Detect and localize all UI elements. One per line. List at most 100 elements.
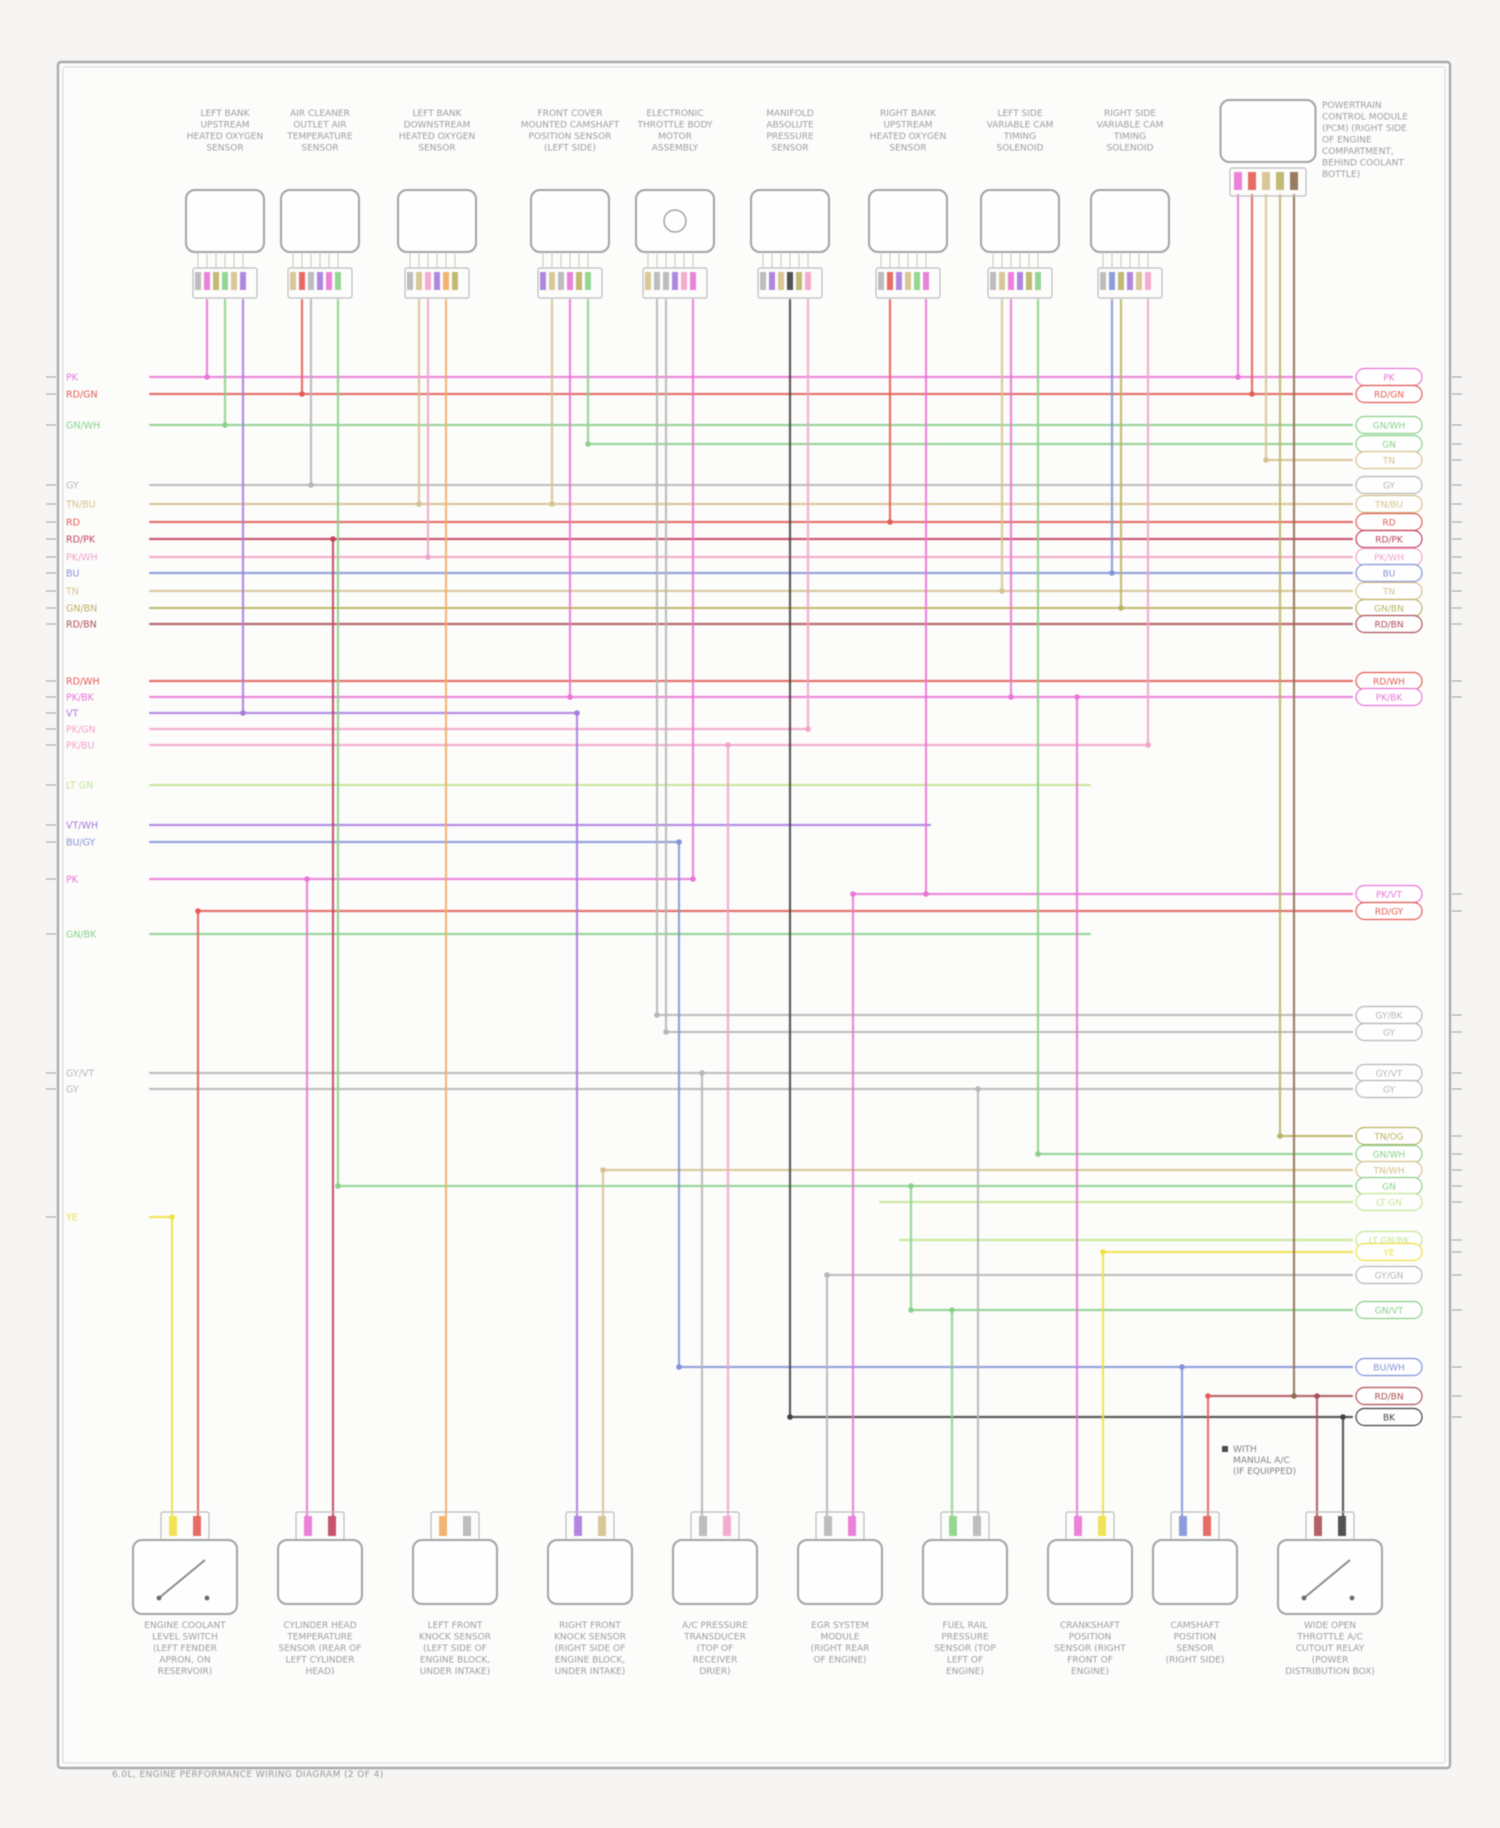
wire-right-label: PK	[1383, 374, 1395, 384]
component-label-line: RESERVOIR)	[158, 1667, 213, 1677]
wire-left-label: VT	[66, 709, 78, 720]
connector-pin	[1136, 272, 1142, 290]
junction-dot	[1340, 1414, 1346, 1420]
wire-right-label: PK/BK	[1376, 694, 1404, 704]
wire-left-label: GY	[66, 481, 79, 492]
component-label-line: (RIGHT REAR	[811, 1644, 870, 1654]
connector-pin	[1026, 272, 1032, 290]
connector-pin	[213, 272, 219, 290]
junction-dot	[850, 891, 856, 897]
component-box-bottom-2	[277, 1539, 363, 1605]
wire-right-label: GN	[1382, 441, 1396, 451]
connector-pin	[549, 272, 555, 290]
component-label-line: LEFT OF	[947, 1656, 983, 1666]
junction-dot	[923, 891, 929, 897]
connector-pin	[769, 272, 775, 290]
wire-left-label: BU/GY	[66, 838, 96, 849]
wire-right-label-capsule	[1355, 1022, 1423, 1042]
component-label-line: (LEFT SIDE)	[544, 144, 596, 154]
component-box-top-8	[980, 189, 1060, 253]
junction-dot	[425, 554, 431, 560]
junction-dot	[549, 501, 555, 507]
component-box-top-4	[530, 189, 610, 253]
junction-dot	[805, 726, 811, 732]
wire-left-label: PK/BU	[66, 741, 95, 752]
diagram-footer-title: 6.0L, ENGINE PERFORMANCE WIRING DIAGRAM …	[112, 1770, 384, 1780]
connector-pin	[824, 1516, 832, 1536]
pcm-label-line: BEHIND COOLANT	[1322, 159, 1404, 169]
wire-right-label: GY	[1383, 1086, 1396, 1096]
wire-right-label-capsule	[1355, 475, 1423, 495]
component-label-line: HEAD)	[305, 1667, 334, 1677]
pcm-label-line: BOTTLE)	[1322, 170, 1360, 180]
component-box-bottom-3	[412, 1539, 498, 1605]
sheet-border-inner	[62, 66, 1446, 1764]
connector-pin	[848, 1516, 856, 1536]
junction-dot	[222, 422, 228, 428]
component-label-line: MANIFOLD	[766, 109, 814, 119]
connector-pin	[787, 272, 793, 290]
connector-pin	[1074, 1516, 1082, 1536]
connector-pin	[645, 272, 651, 290]
connector-shell	[1229, 167, 1307, 197]
wire-right-label: GN/BN	[1374, 605, 1404, 615]
component-label-line: HEATED OXYGEN	[187, 132, 263, 142]
wire-right-label: RD/GY	[1375, 908, 1404, 918]
junction-dot	[949, 1307, 955, 1313]
component-label-line: UNDER INTAKE)	[420, 1667, 491, 1677]
wire-right-label-capsule	[1355, 901, 1423, 921]
component-label-line: SENSOR	[206, 144, 243, 154]
connector-pin	[690, 272, 696, 290]
connector-pin	[778, 272, 784, 290]
wire-right-label: TN	[1382, 457, 1395, 467]
junction-dot	[676, 839, 682, 845]
component-label-line: THROTTLE BODY	[636, 121, 713, 131]
connector-pin	[1017, 272, 1023, 290]
wire-right-label-capsule	[1355, 1407, 1423, 1427]
component-label-line: KNOCK SENSOR	[419, 1633, 491, 1643]
junction-dot	[1277, 1133, 1283, 1139]
wire-right-label-capsule	[1355, 563, 1423, 583]
connector-pin	[654, 272, 660, 290]
component-label-line: CAMSHAFT	[1170, 1621, 1220, 1631]
component-label-line: RIGHT SIDE	[1104, 109, 1156, 119]
wire-right-label-capsule	[1355, 614, 1423, 634]
wire-right-label: RD/WH	[1373, 678, 1405, 688]
wire-right-label: BU	[1383, 570, 1396, 580]
wire-right-label: LT GN/BK	[1369, 1237, 1411, 1247]
switch-contact-icon	[1303, 1559, 1351, 1599]
component-label-line: MOUNTED CAMSHAFT	[521, 121, 620, 131]
junction-dot	[169, 1214, 175, 1220]
connector-pin	[407, 272, 413, 290]
wire-left-label: GN/BK	[66, 930, 97, 941]
note-line: WITH	[1233, 1445, 1257, 1455]
connector-pin	[335, 272, 341, 290]
component-label-line: FRONT COVER	[538, 109, 603, 119]
junction-dot	[1235, 374, 1241, 380]
component-label-line: RIGHT FRONT	[559, 1621, 621, 1631]
connector-shell	[192, 267, 258, 299]
wire-right-label: GN/VT	[1375, 1307, 1404, 1317]
junction-dot	[600, 1167, 606, 1173]
connector-pin	[304, 1516, 312, 1536]
wire-left-label: PK	[66, 373, 79, 384]
switch-contact-icon	[158, 1559, 206, 1599]
component-label-line: PRESSURE	[941, 1633, 989, 1643]
wire-right-label-capsule	[1355, 1192, 1423, 1212]
wire-right-label: GY	[1383, 1029, 1396, 1039]
component-label-line: LEFT SIDE	[997, 109, 1042, 119]
pcm-label-line: POWERTRAIN	[1322, 101, 1382, 111]
connector-pin	[434, 272, 440, 290]
wire-right-label-capsule	[1355, 1265, 1423, 1285]
connector-pin	[923, 272, 929, 290]
wire-right-label-capsule	[1355, 1079, 1423, 1099]
junction-dot	[308, 482, 314, 488]
switch-terminal-dot	[156, 1595, 162, 1601]
connector-pin	[585, 272, 591, 290]
component-box-top-5	[635, 189, 715, 253]
switch-terminal-dot	[1301, 1595, 1307, 1601]
junction-dot	[824, 1272, 830, 1278]
wire-right-label: GN	[1382, 1183, 1396, 1193]
wire-left-label: TN	[65, 587, 79, 598]
